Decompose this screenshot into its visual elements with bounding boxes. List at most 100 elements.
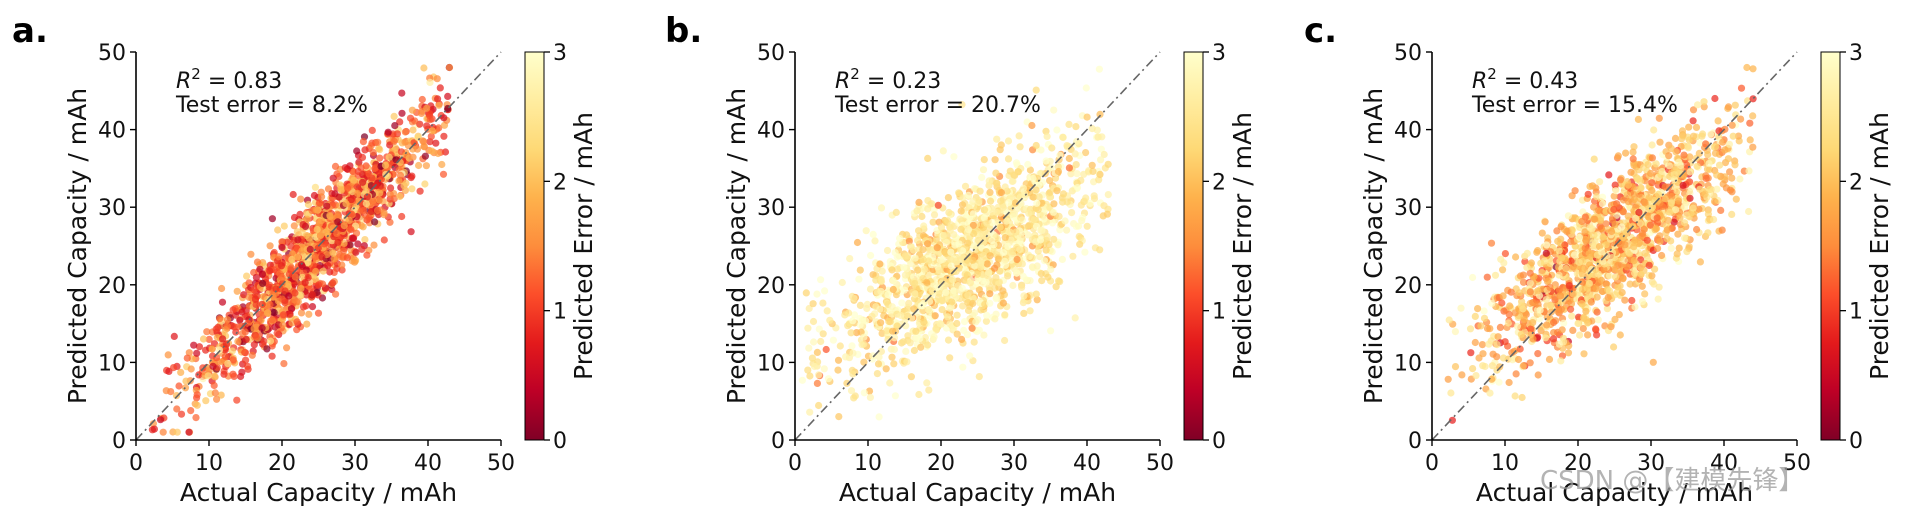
data-point xyxy=(439,170,448,178)
data-point xyxy=(1069,252,1077,260)
data-point xyxy=(1534,301,1542,309)
data-point xyxy=(947,256,955,264)
data-point xyxy=(289,190,297,199)
data-point xyxy=(374,138,382,146)
data-point xyxy=(933,244,941,252)
data-point xyxy=(1543,321,1551,329)
data-point xyxy=(890,360,898,368)
data-point xyxy=(944,313,952,321)
data-point xyxy=(337,186,345,194)
data-point xyxy=(303,215,311,223)
data-point xyxy=(1061,217,1069,225)
data-point xyxy=(917,343,925,351)
y-tick-label: 0 xyxy=(771,429,785,454)
data-point xyxy=(1696,185,1704,193)
data-point xyxy=(845,309,853,317)
data-point xyxy=(935,289,943,297)
data-point xyxy=(979,231,987,239)
data-point xyxy=(1499,266,1507,274)
data-point xyxy=(1629,148,1637,156)
data-point xyxy=(1071,314,1079,322)
data-point xyxy=(911,289,919,297)
data-point xyxy=(1457,304,1465,312)
data-point xyxy=(1533,248,1541,256)
data-point xyxy=(834,366,842,374)
data-point xyxy=(939,277,947,285)
data-point xyxy=(346,162,354,170)
data-point xyxy=(1512,253,1520,261)
data-point xyxy=(1024,160,1032,169)
data-point xyxy=(1567,257,1575,265)
data-point xyxy=(1025,252,1033,260)
data-point xyxy=(1707,130,1715,138)
data-point xyxy=(996,209,1004,217)
data-point xyxy=(1016,214,1024,222)
data-point xyxy=(361,236,369,244)
data-point xyxy=(277,262,286,270)
data-point xyxy=(810,362,819,371)
data-point xyxy=(1612,187,1620,195)
data-point xyxy=(1104,191,1112,199)
data-point xyxy=(1717,206,1725,214)
data-point xyxy=(1665,152,1673,160)
data-point xyxy=(884,335,892,344)
data-point xyxy=(370,241,378,249)
data-point xyxy=(918,212,926,221)
data-point xyxy=(1666,208,1674,216)
data-point xyxy=(1634,115,1642,123)
data-point xyxy=(396,171,405,179)
data-point xyxy=(1047,327,1055,335)
data-point xyxy=(1025,209,1033,217)
data-point xyxy=(1096,170,1104,178)
data-point xyxy=(1444,375,1452,383)
data-point xyxy=(299,221,307,229)
data-point xyxy=(274,226,282,234)
data-point xyxy=(164,351,172,359)
data-point xyxy=(258,300,266,308)
data-point xyxy=(983,311,991,319)
data-point xyxy=(1595,243,1604,251)
data-point xyxy=(252,333,260,341)
data-point xyxy=(1749,143,1757,151)
data-point xyxy=(963,271,971,279)
data-point xyxy=(1587,298,1595,306)
data-point xyxy=(1518,393,1526,402)
data-point xyxy=(973,270,981,278)
data-point xyxy=(305,254,313,262)
data-point xyxy=(266,337,275,345)
data-point xyxy=(1034,206,1042,214)
data-point xyxy=(971,262,979,270)
data-point xyxy=(983,219,991,227)
data-point xyxy=(1516,345,1524,353)
data-point xyxy=(969,230,978,238)
data-point xyxy=(924,341,932,349)
data-point xyxy=(1487,239,1496,247)
data-point xyxy=(940,231,948,239)
data-point xyxy=(843,379,851,387)
data-point xyxy=(326,268,334,276)
data-point xyxy=(1047,164,1055,172)
data-point xyxy=(1033,199,1041,207)
data-point xyxy=(385,153,393,161)
data-point xyxy=(359,138,367,146)
data-point xyxy=(1624,198,1632,206)
data-point xyxy=(398,109,406,117)
data-point xyxy=(347,226,355,234)
data-point xyxy=(867,251,875,260)
data-point xyxy=(1605,171,1613,179)
data-point xyxy=(1026,166,1034,174)
data-point xyxy=(992,180,1001,188)
data-point xyxy=(1513,322,1521,330)
data-point xyxy=(311,253,319,261)
data-point xyxy=(1495,378,1503,386)
data-point xyxy=(1706,186,1714,194)
data-point xyxy=(1053,126,1061,134)
data-point xyxy=(1555,271,1563,279)
data-point xyxy=(1028,121,1036,130)
data-point xyxy=(1599,233,1607,241)
data-point xyxy=(1663,226,1671,234)
data-point xyxy=(1043,132,1051,140)
data-point xyxy=(1704,229,1712,237)
reference-line xyxy=(1431,51,1798,441)
data-point xyxy=(802,289,810,297)
